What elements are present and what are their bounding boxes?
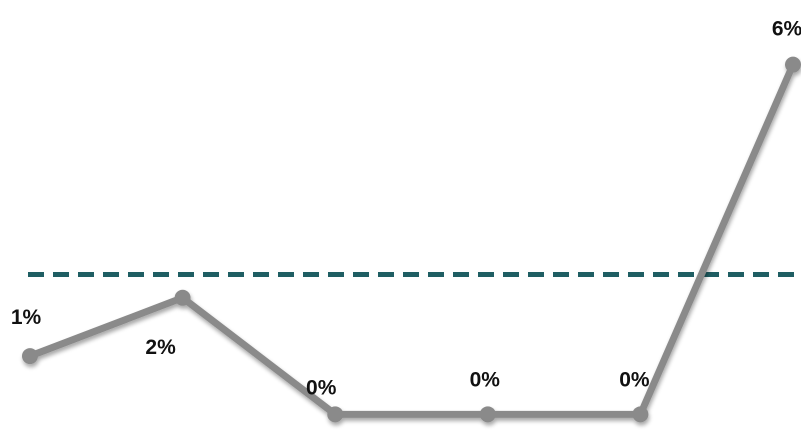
data-label: 2% [145,336,176,359]
data-point [22,348,38,365]
data-label: 0% [470,368,501,391]
data-label: 1% [11,306,42,329]
data-label: 0% [619,368,650,391]
data-point [174,289,191,306]
data-point [785,56,801,73]
data-point [632,406,649,423]
series-line [26,61,797,418]
data-label-group: 1% 2% 0% 0% 0% 6% [11,18,801,400]
data-point [479,406,496,423]
data-point [327,406,344,423]
data-label: 6% [772,18,801,41]
data-label: 0% [306,376,337,399]
series-group [22,56,801,423]
